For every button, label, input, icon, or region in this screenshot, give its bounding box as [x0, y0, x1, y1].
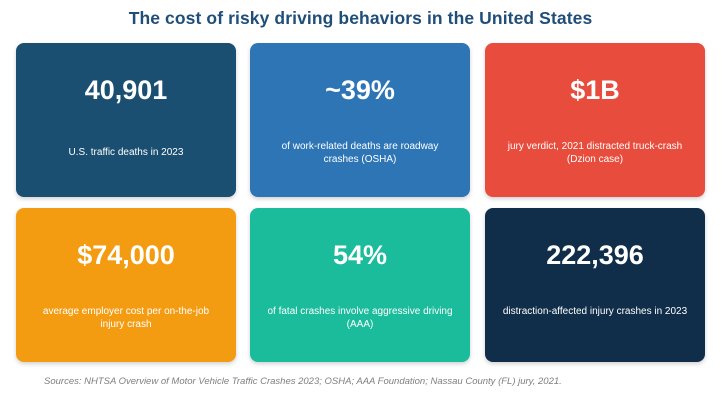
stat-description: average employer cost per on-the-job inj…: [42, 306, 210, 330]
stat-description: jury verdict, 2021 distracted truck-cras…: [507, 141, 683, 165]
stat-description: distraction-affected injury crashes in 2…: [502, 306, 688, 317]
stat-value: 54%: [332, 240, 388, 270]
sources-footnote: Sources: NHTSA Overview of Motor Vehicle…: [44, 376, 562, 387]
stat-value: 40,901: [84, 75, 168, 105]
stat-value: 222,396: [546, 240, 644, 270]
stat-value: $1B: [570, 75, 620, 105]
stat-description: U.S. traffic deaths in 2023: [68, 147, 184, 158]
stat-description: of fatal crashes involve aggressive driv…: [267, 306, 453, 330]
stat-value: $74,000: [77, 240, 175, 270]
stat-value: ~39%: [325, 75, 395, 105]
stat-description: of work-related deaths are roadway crash…: [281, 141, 439, 165]
stat-card-aggressive-driving: 54% of fatal crashes involve aggressive …: [250, 208, 470, 362]
stat-card-work-related-deaths: ~39% of work-related deaths are roadway …: [250, 43, 470, 197]
stat-card-distraction-injuries: 222,396 distraction-affected injury cras…: [485, 208, 705, 362]
stat-card-employer-cost: $74,000 average employer cost per on-the…: [16, 208, 236, 362]
page-title: The cost of risky driving behaviors in t…: [128, 8, 593, 28]
stat-card-jury-verdict: $1B jury verdict, 2021 distracted truck-…: [485, 43, 705, 197]
stat-card-traffic-deaths: 40,901 U.S. traffic deaths in 2023: [16, 43, 236, 197]
